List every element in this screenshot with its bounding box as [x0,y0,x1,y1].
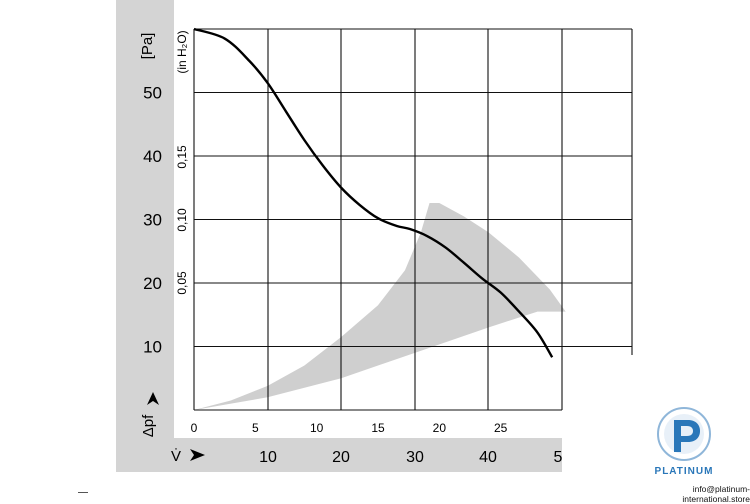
pressure-curve-line [193,27,554,358]
inh2o-tick-label: 0,10 [175,208,189,232]
left-gray-strip [116,0,174,472]
m3h-tick-label: 30 [406,449,424,466]
m3h-tick-label: 10 [259,449,277,466]
pa-unit-label: [Pa] [139,33,156,60]
pressure-axis-label: Δpf [140,414,157,437]
pa-tick-label: 40 [143,147,162,166]
cfm-tick-label: 10 [310,421,324,435]
brand-email[interactable]: info@platinum-international.store [682,484,750,504]
small-dash [78,492,88,493]
m3h-tick-label: 40 [479,449,497,466]
cfm-tick-label: 25 [494,421,508,435]
platinum-logo-icon [657,407,711,461]
inh2o-tick-label: 0,05 [175,271,189,295]
pa-tick-label: 50 [143,84,162,103]
pa-tick-label: 10 [143,338,162,357]
operating-range-band [194,202,566,410]
cfm-tick-label: 5 [252,421,259,435]
inh2o-unit-label: (in H₂O) [175,30,189,73]
airflow-axis-arrow-icon [190,449,205,461]
m3h-tick-label: 20 [332,449,350,466]
inh2o-tick-label: 0,15 [175,145,189,169]
cfm-tick-label: 15 [371,421,385,435]
pa-tick-label: 20 [143,274,162,293]
pressure-axis-arrow-icon [147,392,159,405]
cfm-tick-label: 0 [191,421,198,435]
pa-tick-label: 30 [143,211,162,230]
cfm-tick-label: 20 [433,421,447,435]
platinum-logo: PLATINUM info@platinum-international.sto… [630,400,750,504]
m3h-tick-label: 5 [554,449,563,466]
brand-name: PLATINUM [654,466,714,477]
airflow-axis-label: V̇ [171,448,181,465]
bottom-gray-strip [116,438,562,472]
